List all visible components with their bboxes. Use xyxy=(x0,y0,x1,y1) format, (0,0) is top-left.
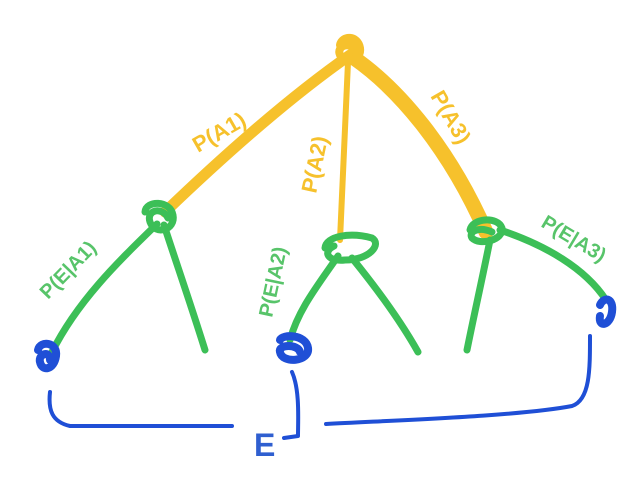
a2-subtree xyxy=(286,231,422,356)
outcome-node-a1 xyxy=(34,339,61,373)
label-p-e-given-a3: P(E|A3) xyxy=(537,211,609,267)
branch-a1-e xyxy=(48,220,161,356)
label-p-a1: P(A1) xyxy=(188,107,250,157)
bracket-right xyxy=(324,334,592,426)
event-label: E xyxy=(254,427,275,463)
bracket-middle xyxy=(282,370,301,440)
branch-a3-not-e xyxy=(463,236,494,354)
label-p-a2: P(A2) xyxy=(296,134,332,195)
branch-a2-e xyxy=(286,252,342,344)
branch-a3 xyxy=(346,50,494,240)
branch-a2-not-e xyxy=(348,254,422,356)
a1-subtree xyxy=(48,199,209,356)
outcome-node-a2 xyxy=(276,332,312,364)
bracket-left xyxy=(47,390,234,428)
event-outcomes xyxy=(34,295,617,440)
branch-a2 xyxy=(337,59,351,243)
node-a2 xyxy=(321,231,379,264)
root-branches xyxy=(159,33,494,243)
root-node xyxy=(335,33,365,65)
label-p-e-given-a2: P(E|A2) xyxy=(255,245,291,319)
branch-a1 xyxy=(159,49,356,218)
branch-a1-not-e xyxy=(160,221,209,354)
a3-subtree xyxy=(463,216,610,354)
outcome-node-a3 xyxy=(595,295,617,328)
branch-a3-e xyxy=(496,226,610,304)
